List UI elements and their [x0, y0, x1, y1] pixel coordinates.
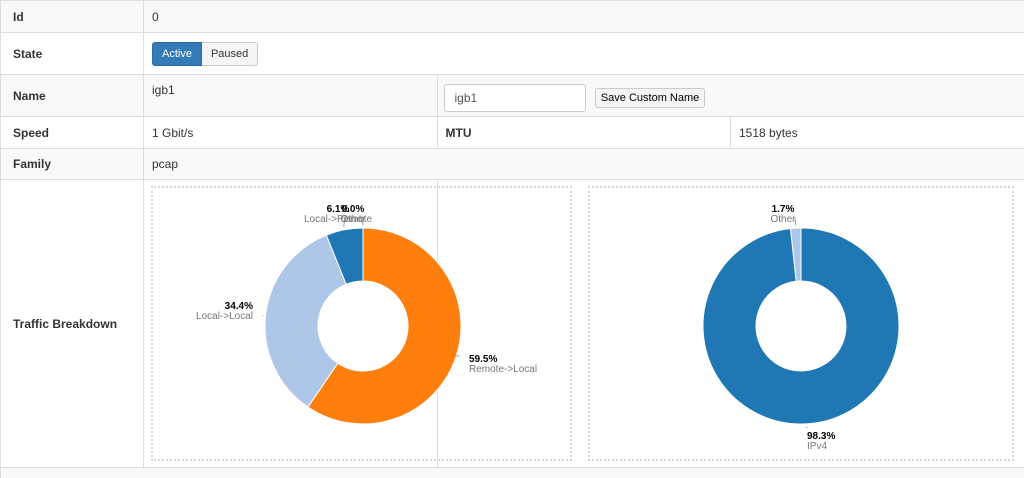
- family-value: pcap: [144, 149, 1024, 180]
- custom-name-cell: Save Custom Name: [437, 75, 1024, 117]
- name-value: igb1: [144, 75, 438, 117]
- row-name: Name igb1 Save Custom Name: [1, 75, 1024, 117]
- category-label-ipv4: IPv4: [807, 441, 827, 452]
- traffic-breakdown-label: Traffic Breakdown: [1, 180, 144, 468]
- row-family: Family pcap: [1, 149, 1024, 180]
- speed-value: 1 Gbit/s: [144, 117, 438, 149]
- category-label-other: Other: [770, 214, 796, 225]
- row-id: Id 0: [1, 1, 1024, 33]
- id-label: Id: [1, 1, 144, 33]
- row-speed: Speed 1 Gbit/s MTU 1518 bytes: [1, 117, 1024, 149]
- mtu-value: 1518 bytes: [731, 117, 1024, 149]
- paused-button[interactable]: Paused: [202, 42, 258, 66]
- state-toggle: Active Paused: [152, 42, 258, 66]
- category-label-local-local: Local->Local: [196, 311, 253, 322]
- name-label: Name: [1, 75, 144, 117]
- active-button[interactable]: Active: [152, 42, 202, 66]
- save-custom-name-button[interactable]: Save Custom Name: [595, 88, 705, 108]
- row-state: State Active Paused: [1, 33, 1024, 75]
- state-cell: Active Paused: [144, 33, 1024, 75]
- leader-ipv4: [806, 427, 807, 428]
- category-label-remote-local: Remote->Local: [469, 364, 537, 375]
- category-label-other: Other: [340, 214, 366, 225]
- state-label: State: [1, 33, 144, 75]
- custom-name-input[interactable]: [444, 84, 586, 112]
- family-label: Family: [1, 149, 144, 180]
- speed-label: Speed: [1, 117, 144, 149]
- mtu-label: MTU: [437, 117, 731, 149]
- id-value: 0: [144, 1, 1024, 33]
- direction-donut-chart: 59.5%Remote->Local34.4%Local->Local6.1%L…: [153, 188, 570, 459]
